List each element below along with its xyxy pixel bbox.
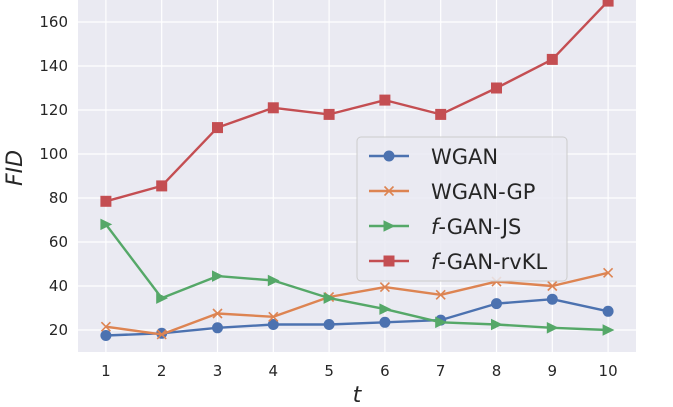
data-point [212,270,224,282]
series-f-gan-js [100,218,615,336]
data-point [100,195,112,207]
x-tick-label: 8 [492,362,502,380]
data-point [602,324,615,336]
x-tick-label: 2 [157,362,167,380]
data-point [546,322,559,334]
series-line [105,271,609,336]
x-tick-label: 3 [213,362,223,380]
legend-label: f-GAN-rvKL [431,250,548,274]
legend: WGAN WGAN-GP f-GAN-JS f-GAN-rvKL [356,136,568,282]
legend-label: WGAN-GP [431,180,535,204]
data-point [379,282,390,293]
legend-box [356,136,568,282]
y-tick-label: 20 [49,321,68,339]
x-tick-label: 9 [548,362,558,380]
x-tick-label: 6 [380,362,390,380]
data-point [212,308,223,319]
y-tick-label: 140 [39,57,68,75]
data-point [546,293,558,305]
x-tick-labels: 1 2 3 4 5 6 7 8 9 10 [101,362,618,380]
series-line [105,298,609,337]
x-tick-label: 1 [101,362,111,380]
y-axis-label: FID [3,150,28,186]
data-point [491,298,502,310]
legend-item: f-GAN-JS [369,215,521,239]
x-axis-label: t [353,383,363,407]
series-line [105,0,609,203]
x-tick-label: 10 [599,362,618,380]
data-point [379,303,392,315]
data-point [547,280,558,292]
y-tick-label: 40 [49,277,68,295]
data-point [268,311,279,322]
y-tick-labels: 20 40 60 80 100 120 140 160 [39,13,68,339]
y-tick-label: 160 [39,13,68,31]
data-point [156,292,169,304]
data-point [379,94,391,106]
legend-item: f-GAN-rvKL [369,250,548,274]
data-point [100,330,112,341]
series-line [104,223,609,332]
x-tick-label: 7 [436,362,446,380]
data-point [435,108,447,120]
x-tick-label: 4 [269,362,279,380]
series-f-gan-rvkl [100,0,614,207]
legend-item: WGAN [369,145,498,169]
data-point [546,53,558,65]
data-point [491,318,503,331]
y-tick-label: 100 [39,145,68,163]
data-point [323,319,335,330]
data-point [602,305,614,317]
data-point [379,316,391,328]
data-point [491,82,502,94]
legend-marker [383,185,395,197]
data-point [323,108,335,120]
x-tick-label: 5 [324,362,334,380]
data-point [267,274,280,287]
data-point [602,0,614,7]
legend-label: f-GAN-JS [431,215,521,239]
data-point [100,218,113,231]
y-tick-label: 120 [39,101,68,119]
series-layer [100,0,615,341]
data-point [156,329,167,340]
data-point [100,321,111,332]
data-point [212,122,223,134]
data-point [435,289,446,300]
data-point [323,292,336,304]
data-point [267,102,279,114]
legend-item: WGAN-GP [369,180,535,204]
data-point [267,319,279,330]
data-point [603,267,614,278]
series-wgan-gp [100,267,614,340]
y-tick-label: 60 [49,233,68,251]
legend-marker [383,150,395,162]
data-point [435,316,448,329]
y-tick-label: 80 [49,189,68,207]
data-point [156,180,168,192]
legend-label: WGAN [431,145,498,169]
data-point [212,322,223,334]
legend-marker [383,220,396,232]
legend-marker [383,255,395,267]
